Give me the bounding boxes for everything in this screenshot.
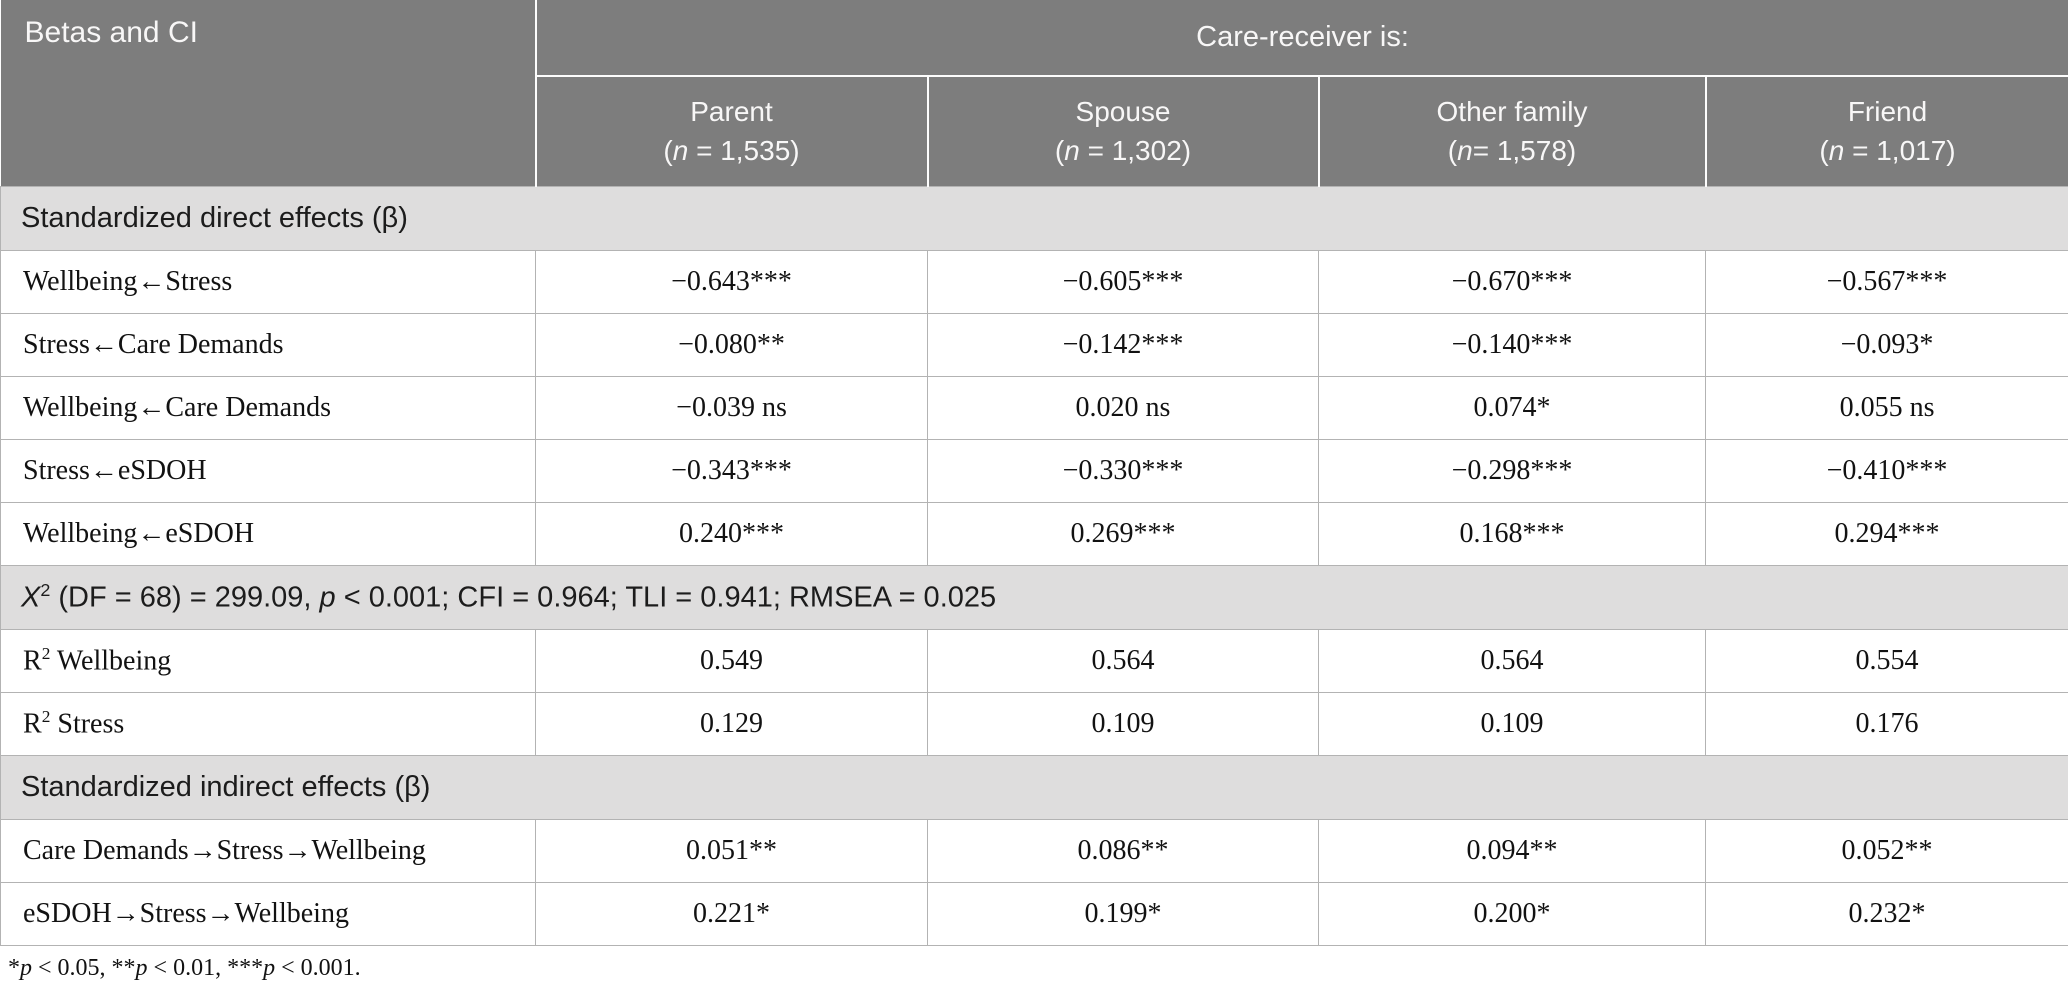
col-name: Spouse: [1075, 96, 1171, 128]
results-table: Betas and CI Care-receiver is: Parent (n…: [0, 0, 2068, 946]
value-cell: 0.109: [927, 691, 1319, 756]
value-cell: 0.232*: [1704, 881, 2068, 946]
value-cell: −0.140***: [1318, 312, 1706, 377]
value-cell: −0.605***: [927, 249, 1319, 314]
model-fit-row: X2 (DF = 68) = 299.09, p < 0.001; CFI = …: [0, 564, 2068, 630]
col-name: Friend: [1847, 96, 1928, 128]
significance-footnote: *p < 0.05, **p < 0.01, ***p < 0.001.: [8, 954, 361, 981]
row-label: R2 Wellbeing: [0, 628, 536, 693]
group-header: Care-receiver is:: [535, 0, 2068, 77]
value-cell: −0.142***: [927, 312, 1319, 377]
value-cell: −0.330***: [927, 438, 1319, 503]
value-cell: 0.086**: [927, 818, 1319, 883]
value-cell: 0.199*: [927, 881, 1319, 946]
header-row-columns: Parent (n = 1,535) Spouse (n = 1,302) Ot…: [1, 76, 2068, 186]
value-cell: 0.176: [1704, 691, 2068, 756]
value-cell: 0.200*: [1318, 881, 1706, 946]
col-n: (n= 1,578): [1447, 135, 1577, 167]
value-cell: −0.410***: [1704, 438, 2068, 503]
value-cell: −0.093*: [1704, 312, 2068, 377]
col-header-friend: Friend (n = 1,017): [1704, 76, 2068, 186]
value-cell: 0.564: [1318, 628, 1706, 693]
section-title: Standardized indirect effects (β): [0, 754, 2068, 820]
value-cell: 0.055 ns: [1704, 375, 2068, 440]
section-header-direct-effects: Standardized direct effects (β): [0, 185, 2068, 251]
row-label: Wellbeing←eSDOH: [0, 501, 536, 566]
value-cell: 0.294***: [1704, 501, 2068, 566]
value-cell: 0.221*: [535, 881, 928, 946]
value-cell: 0.051**: [535, 818, 928, 883]
col-header-other-family: Other family (n= 1,578): [1317, 76, 1706, 186]
row-label: R2 Stress: [0, 691, 536, 756]
value-cell: 0.129: [535, 691, 928, 756]
row-label: Wellbeing←Care Demands: [0, 375, 536, 440]
col-name: Other family: [1436, 96, 1588, 128]
row-label: Care Demands→Stress→Wellbeing: [0, 818, 536, 883]
corner-header: Betas and CI: [0, 0, 537, 186]
value-cell: 0.168***: [1318, 501, 1706, 566]
table-row: R2 Wellbeing 0.549 0.564 0.564 0.554: [0, 628, 2068, 693]
value-cell: −0.298***: [1318, 438, 1706, 503]
table-row: Wellbeing←eSDOH 0.240*** 0.269*** 0.168*…: [0, 501, 2068, 566]
value-cell: 0.549: [535, 628, 928, 693]
value-cell: 0.554: [1704, 628, 2068, 693]
section-title: Standardized direct effects (β): [0, 185, 2068, 251]
value-cell: −0.567***: [1704, 249, 2068, 314]
header-row-group: Betas and CI Care-receiver is:: [0, 0, 2068, 186]
table-row: Care Demands→Stress→Wellbeing 0.051** 0.…: [0, 818, 2068, 883]
col-n: (n = 1,017): [1819, 135, 1956, 167]
value-cell: 0.052**: [1704, 818, 2068, 883]
col-header-parent: Parent (n = 1,535): [535, 76, 928, 186]
col-header-spouse: Spouse (n = 1,302): [926, 76, 1319, 186]
value-cell: 0.564: [927, 628, 1319, 693]
value-cell: 0.240***: [535, 501, 928, 566]
value-cell: −0.643***: [535, 249, 928, 314]
model-fit-statistics: X2 (DF = 68) = 299.09, p < 0.001; CFI = …: [0, 564, 2068, 630]
col-name: Parent: [690, 96, 773, 128]
section-header-indirect-effects: Standardized indirect effects (β): [0, 754, 2068, 820]
row-label: Stress←eSDOH: [0, 438, 536, 503]
row-label: Stress←Care Demands: [0, 312, 536, 377]
value-cell: −0.039 ns: [535, 375, 928, 440]
table-row: eSDOH→Stress→Wellbeing 0.221* 0.199* 0.2…: [0, 881, 2068, 946]
value-cell: 0.094**: [1318, 818, 1706, 883]
table-row: Stress←Care Demands −0.080** −0.142*** −…: [0, 312, 2068, 377]
value-cell: −0.670***: [1318, 249, 1706, 314]
value-cell: 0.020 ns: [927, 375, 1319, 440]
value-cell: 0.074*: [1318, 375, 1706, 440]
value-cell: 0.109: [1318, 691, 1706, 756]
table-row: Stress←eSDOH −0.343*** −0.330*** −0.298*…: [0, 438, 2068, 503]
table-row: Wellbeing←Stress −0.643*** −0.605*** −0.…: [0, 249, 2068, 314]
row-label: Wellbeing←Stress: [0, 249, 536, 314]
col-n: (n = 1,535): [663, 135, 800, 167]
table-row: Wellbeing←Care Demands −0.039 ns 0.020 n…: [0, 375, 2068, 440]
col-n: (n = 1,302): [1054, 135, 1192, 167]
value-cell: 0.269***: [927, 501, 1319, 566]
row-label: eSDOH→Stress→Wellbeing: [0, 881, 536, 946]
table-row: R2 Stress 0.129 0.109 0.109 0.176: [0, 691, 2068, 756]
value-cell: −0.080**: [535, 312, 928, 377]
value-cell: −0.343***: [535, 438, 928, 503]
